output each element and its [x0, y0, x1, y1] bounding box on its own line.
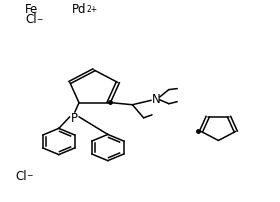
Text: −: − — [26, 171, 32, 180]
Text: N: N — [152, 93, 161, 106]
Text: Cl: Cl — [25, 13, 37, 26]
Text: Pd: Pd — [71, 3, 86, 16]
Text: 2+: 2+ — [86, 5, 97, 14]
Text: −: − — [36, 15, 42, 24]
Text: P: P — [71, 112, 78, 125]
Text: Cl: Cl — [15, 169, 27, 182]
Text: Fe: Fe — [25, 3, 38, 16]
